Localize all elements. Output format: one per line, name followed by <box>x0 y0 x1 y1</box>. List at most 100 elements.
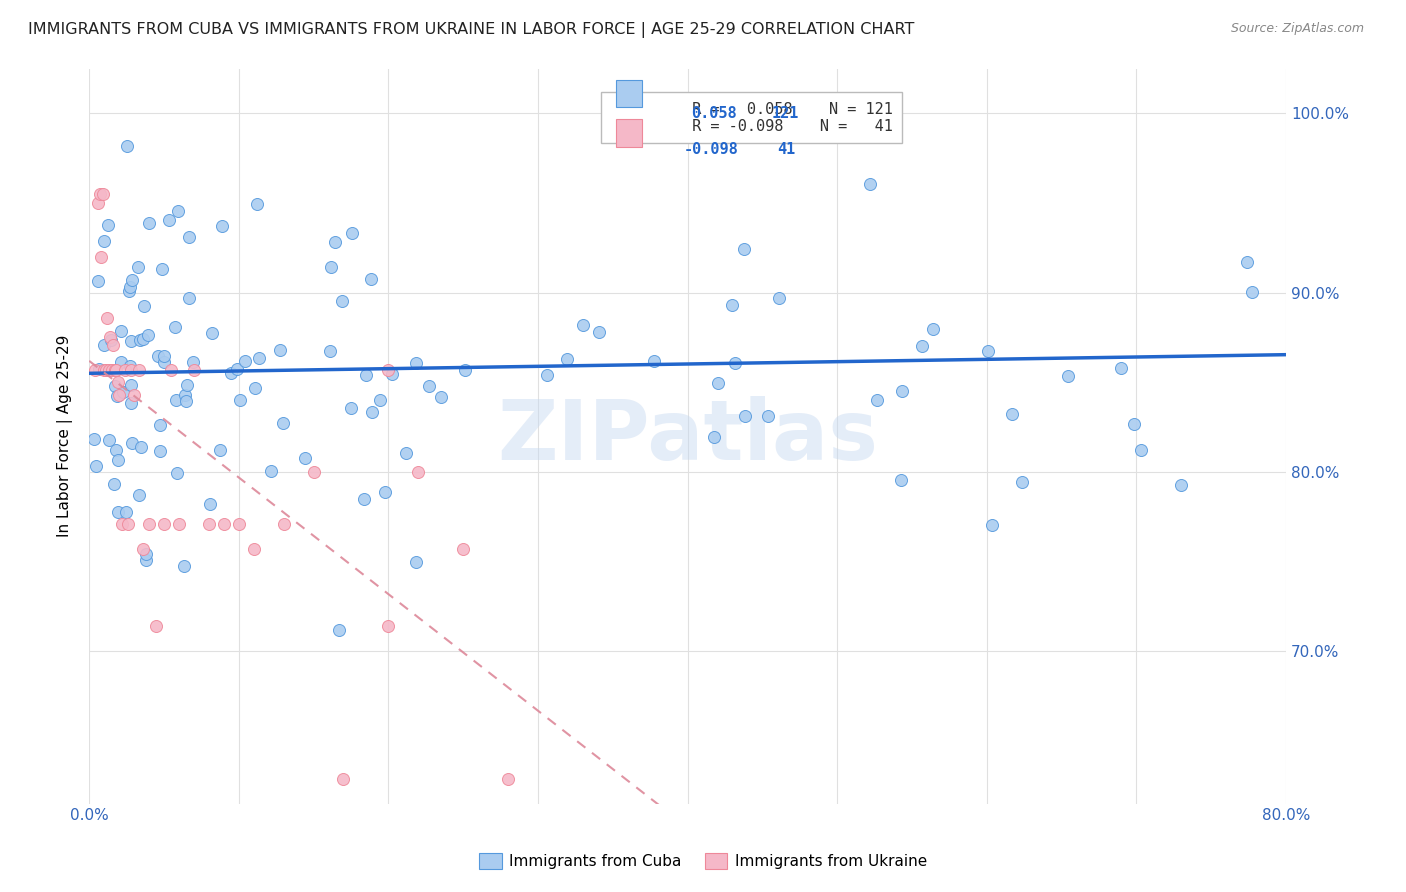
Point <box>111 516 134 531</box>
Point <box>1109 361 1132 376</box>
Point <box>96 310 118 325</box>
Point <box>118 280 141 294</box>
Point <box>107 453 129 467</box>
Point <box>118 284 141 298</box>
Point <box>135 547 157 561</box>
Point <box>353 491 375 506</box>
Point <box>370 392 392 407</box>
Point <box>200 326 222 341</box>
Point <box>121 272 143 286</box>
Point <box>128 362 150 376</box>
Point <box>555 352 578 367</box>
Point <box>117 516 139 531</box>
Point <box>332 772 354 786</box>
Text: 0.058: 0.058 <box>692 106 737 121</box>
Point <box>103 362 125 376</box>
Point <box>247 351 270 365</box>
Point <box>136 328 159 343</box>
Text: IMMIGRANTS FROM CUBA VS IMMIGRANTS FROM UKRAINE IN LABOR FORCE | AGE 25-29 CORRE: IMMIGRANTS FROM CUBA VS IMMIGRANTS FROM … <box>28 22 914 38</box>
Point <box>219 366 242 380</box>
Point <box>733 242 755 256</box>
Text: ZIPatlas: ZIPatlas <box>498 395 879 476</box>
Point <box>150 261 173 276</box>
Point <box>89 187 111 202</box>
Point <box>84 362 107 376</box>
Point <box>228 516 250 531</box>
Point <box>572 318 595 332</box>
Point <box>120 334 142 349</box>
Point <box>152 355 174 369</box>
Point <box>153 349 176 363</box>
Point <box>93 362 115 376</box>
Point <box>177 230 200 244</box>
Point <box>643 354 665 368</box>
Point <box>128 488 150 502</box>
Point <box>105 443 128 458</box>
Point <box>120 378 142 392</box>
Point <box>167 204 190 219</box>
Point <box>866 393 889 408</box>
Point <box>107 376 129 390</box>
Point <box>111 385 134 400</box>
Point <box>93 234 115 248</box>
Text: 41: 41 <box>778 142 796 157</box>
Point <box>922 322 945 336</box>
Point <box>100 333 122 347</box>
Point <box>105 389 128 403</box>
Point <box>179 291 201 305</box>
Point <box>1011 475 1033 490</box>
Point <box>110 355 132 369</box>
Point <box>242 541 264 556</box>
Y-axis label: In Labor Force | Age 25-29: In Labor Force | Age 25-29 <box>58 334 73 537</box>
Point <box>97 219 120 233</box>
Point <box>93 338 115 352</box>
Point <box>1236 255 1258 269</box>
Point <box>91 187 114 202</box>
Point <box>429 390 451 404</box>
Point <box>980 517 1002 532</box>
Point <box>319 344 342 359</box>
Point <box>94 362 117 376</box>
Point <box>157 212 180 227</box>
Point <box>163 319 186 334</box>
Text: 121: 121 <box>772 106 799 121</box>
Point <box>174 388 197 402</box>
Point <box>129 440 152 454</box>
Point <box>115 139 138 153</box>
Point <box>198 516 221 531</box>
Point <box>138 516 160 531</box>
Point <box>302 465 325 479</box>
Point <box>86 458 108 473</box>
Point <box>260 465 283 479</box>
Point <box>148 349 170 363</box>
Point <box>129 334 152 348</box>
Point <box>1241 285 1264 299</box>
Point <box>768 291 790 305</box>
Point <box>377 619 399 633</box>
Point <box>228 393 250 408</box>
Point <box>323 235 346 250</box>
Point <box>724 356 747 370</box>
Point <box>121 435 143 450</box>
Point <box>246 197 269 211</box>
Point <box>183 362 205 376</box>
Point <box>225 362 247 376</box>
Point <box>233 354 256 368</box>
Point <box>131 332 153 346</box>
Point <box>212 516 235 531</box>
Point <box>104 379 127 393</box>
Point <box>174 394 197 409</box>
Point <box>703 429 725 443</box>
Point <box>176 377 198 392</box>
Point <box>328 623 350 637</box>
Point <box>374 485 396 500</box>
Point <box>418 379 440 393</box>
Point <box>340 401 363 416</box>
Point <box>890 474 912 488</box>
Point <box>405 555 427 569</box>
Point <box>132 299 155 313</box>
Point <box>160 362 183 376</box>
Point <box>198 497 221 511</box>
Point <box>120 362 142 376</box>
Point <box>87 274 110 288</box>
